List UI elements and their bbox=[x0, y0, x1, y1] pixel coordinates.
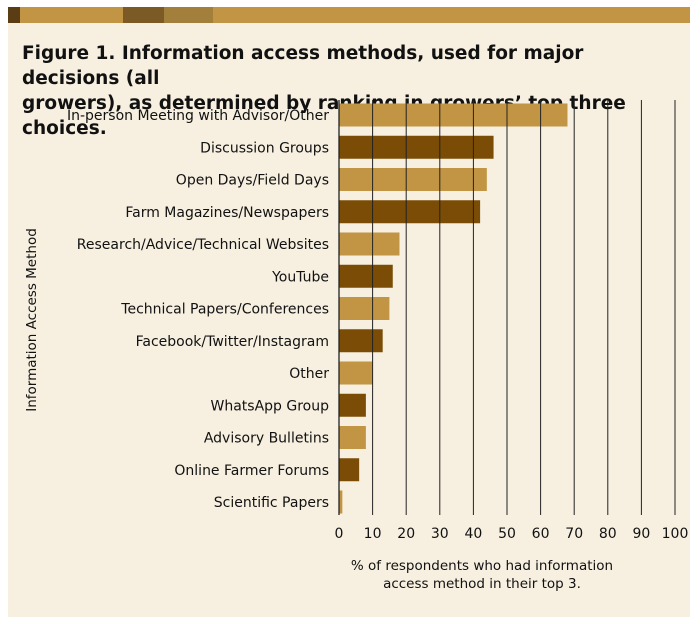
bar bbox=[339, 168, 487, 191]
bar bbox=[339, 426, 366, 449]
x-tick-label: 10 bbox=[364, 526, 382, 542]
top-bar-segment bbox=[20, 7, 123, 23]
top-bar-segment bbox=[213, 7, 690, 23]
bar bbox=[339, 458, 360, 482]
x-axis-label: % of respondents who had information acce… bbox=[351, 558, 613, 592]
bar bbox=[339, 490, 343, 514]
x-tick-label: 80 bbox=[599, 526, 617, 542]
bar bbox=[339, 393, 366, 417]
figure-panel: Figure 1. Information access methods, us… bbox=[8, 7, 690, 617]
category-label: Advisory Bulletins bbox=[204, 431, 329, 447]
figure-title-line-1: Figure 1. Information access methods, us… bbox=[22, 43, 584, 89]
bars bbox=[339, 103, 568, 514]
category-label: Open Days/Field Days bbox=[176, 173, 329, 189]
category-label: In-person Meeting with Advisor/Other bbox=[67, 108, 329, 124]
x-tick-label: 0 bbox=[335, 526, 344, 542]
bar bbox=[339, 264, 393, 288]
bar bbox=[339, 232, 400, 256]
category-label: Online Farmer Forums bbox=[174, 463, 329, 479]
category-label: Discussion Groups bbox=[200, 140, 329, 156]
category-label: Technical Papers/Conferences bbox=[120, 302, 329, 318]
x-tick-label: 100 bbox=[662, 526, 689, 542]
gridlines bbox=[338, 100, 676, 515]
x-tick-label: 20 bbox=[397, 526, 415, 542]
x-axis-label-line: access method in their top 3. bbox=[383, 576, 581, 592]
category-label: WhatsApp Group bbox=[210, 398, 329, 414]
x-tick-label: 90 bbox=[632, 526, 650, 542]
bar bbox=[339, 135, 494, 159]
x-tick-label: 70 bbox=[565, 526, 583, 542]
category-label: Research/Advice/Technical Websites bbox=[77, 237, 329, 253]
decorative-top-bar bbox=[8, 7, 690, 23]
x-tick-labels: 0 10 20 30 40 50 60 70 80 90 100 bbox=[335, 526, 689, 542]
category-label: Scientific Papers bbox=[214, 495, 329, 511]
category-label: Facebook/Twitter/Instagram bbox=[136, 334, 329, 350]
top-bar-segment bbox=[8, 7, 20, 23]
bar bbox=[339, 103, 568, 127]
x-axis-label-line: % of respondents who had information bbox=[351, 558, 613, 574]
x-tick-label: 50 bbox=[498, 526, 516, 542]
bar-chart: In-person Meeting with Advisor/Other Disc… bbox=[24, 100, 689, 592]
bar bbox=[339, 361, 373, 385]
category-label: YouTube bbox=[271, 269, 329, 285]
x-tick-label: 40 bbox=[464, 526, 482, 542]
bar bbox=[339, 297, 390, 320]
category-label: Farm Magazines/Newspapers bbox=[125, 205, 329, 221]
category-label: Other bbox=[289, 366, 329, 382]
y-axis-label: Information Access Method bbox=[24, 228, 40, 412]
category-labels: In-person Meeting with Advisor/Other Disc… bbox=[67, 108, 329, 511]
top-bar-segment bbox=[123, 7, 164, 23]
top-bar-segment bbox=[164, 7, 213, 23]
x-tick-label: 60 bbox=[532, 526, 550, 542]
x-tick-label: 30 bbox=[431, 526, 449, 542]
bar bbox=[339, 329, 383, 353]
bar bbox=[339, 200, 481, 224]
